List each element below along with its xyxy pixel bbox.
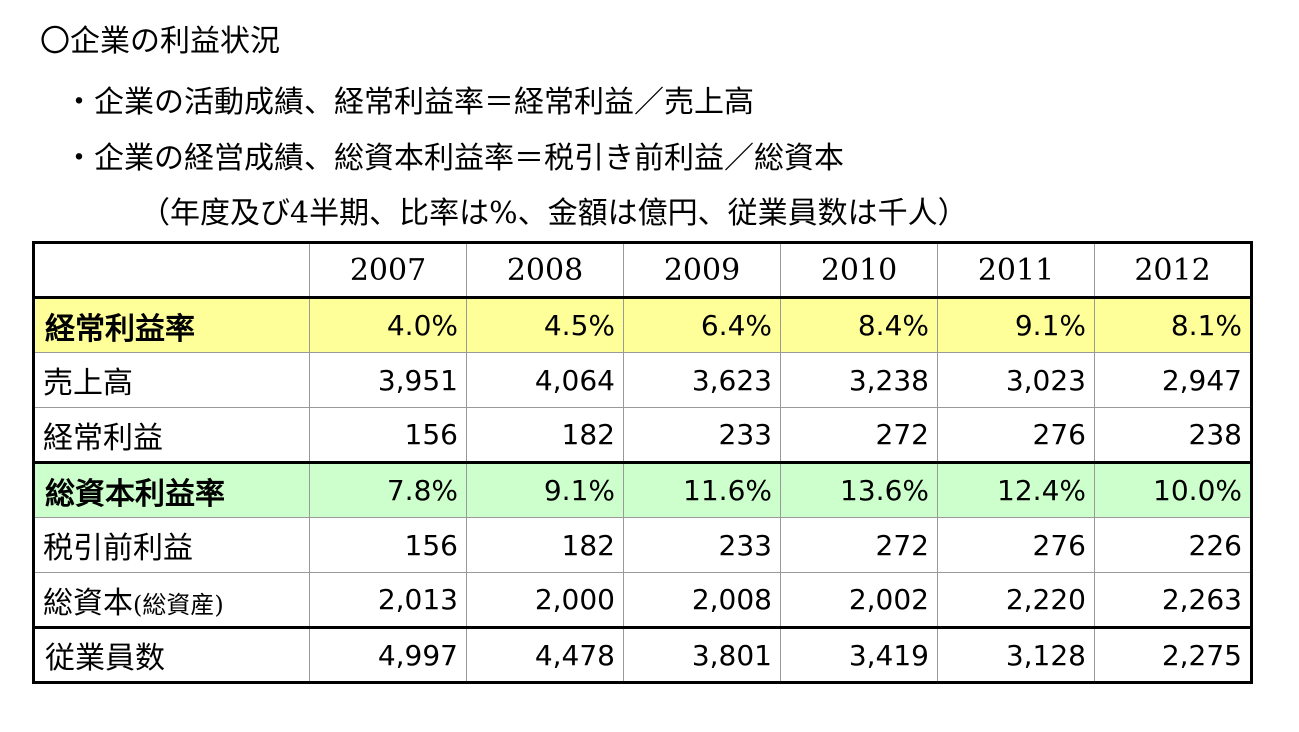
value-cell: 4,997 [309, 626, 467, 684]
value-cell: 6.4% [623, 296, 781, 353]
value-cell: 2,008 [623, 572, 781, 629]
year-header: 2007 [309, 241, 467, 298]
table-header-row: 2007 2008 2009 2010 2011 2012 [32, 241, 1253, 298]
row-label: 税引前利益 [32, 517, 310, 573]
header-corner-cell [32, 241, 310, 298]
value-cell: 233 [623, 517, 781, 573]
value-cell: 276 [937, 517, 1095, 573]
value-cell: 12.4% [937, 461, 1095, 518]
value-cell: 226 [1094, 517, 1253, 573]
row-label: 総資本利益率 [32, 461, 310, 518]
value-cell: 233 [623, 407, 781, 464]
value-cell: 9.1% [937, 296, 1095, 353]
value-cell: 8.4% [780, 296, 938, 353]
value-cell: 2,220 [937, 572, 1095, 629]
row-label-note: (総資産) [133, 590, 224, 619]
value-cell: 4,064 [466, 352, 624, 408]
value-cell: 3,951 [309, 352, 467, 408]
value-cell: 156 [309, 407, 467, 464]
row-label: 経常利益 [32, 407, 310, 464]
value-cell: 10.0% [1094, 461, 1253, 518]
value-cell: 2,013 [309, 572, 467, 629]
value-cell: 3,023 [937, 352, 1095, 408]
value-cell: 2,000 [466, 572, 624, 629]
row-label: 売上高 [32, 352, 310, 408]
year-header: 2008 [466, 241, 624, 298]
value-cell: 4.0% [309, 296, 467, 353]
value-cell: 2,947 [1094, 352, 1253, 408]
value-cell: 3,419 [780, 626, 938, 684]
value-cell: 13.6% [780, 461, 938, 518]
table-row-employees: 従業員数 4,997 4,478 3,801 3,419 3,128 2,275 [32, 626, 1253, 684]
row-label: 総資本(総資産) [32, 572, 310, 629]
value-cell: 11.6% [623, 461, 781, 518]
value-cell: 272 [780, 407, 938, 464]
value-cell: 2,275 [1094, 626, 1253, 684]
value-cell: 272 [780, 517, 938, 573]
row-label: 経常利益率 [32, 296, 310, 353]
table-row-total-capital: 総資本(総資産) 2,013 2,000 2,008 2,002 2,220 2… [32, 572, 1253, 629]
value-cell: 238 [1094, 407, 1253, 464]
value-cell: 4.5% [466, 296, 624, 353]
value-cell: 3,623 [623, 352, 781, 408]
row-label-main: 総資本 [43, 585, 133, 621]
value-cell: 2,002 [780, 572, 938, 629]
table-row-ordinary-profit: 経常利益 156 182 233 272 276 238 [32, 407, 1253, 464]
bullet-ordinary-margin: ・企業の活動成績、経常利益率＝経常利益／売上高 [64, 85, 754, 120]
table-row-roa: 総資本利益率 7.8% 9.1% 11.6% 13.6% 12.4% 10.0% [32, 461, 1253, 518]
units-note: （年度及び4半期、比率は%、金額は億円、従業員数は千人） [140, 196, 968, 231]
value-cell: 7.8% [309, 461, 467, 518]
value-cell: 2,263 [1094, 572, 1253, 629]
table-row-pretax-profit: 税引前利益 156 182 233 272 276 226 [32, 517, 1253, 573]
value-cell: 276 [937, 407, 1095, 464]
year-header: 2010 [780, 241, 938, 298]
value-cell: 4,478 [466, 626, 624, 684]
year-header: 2011 [937, 241, 1095, 298]
value-cell: 3,801 [623, 626, 781, 684]
table-row-ordinary-margin: 経常利益率 4.0% 4.5% 6.4% 8.4% 9.1% 8.1% [32, 296, 1253, 353]
value-cell: 9.1% [466, 461, 624, 518]
row-label: 従業員数 [32, 626, 310, 684]
value-cell: 182 [466, 407, 624, 464]
value-cell: 8.1% [1094, 296, 1253, 353]
value-cell: 3,238 [780, 352, 938, 408]
value-cell: 3,128 [937, 626, 1095, 684]
bullet-return-on-assets: ・企業の経営成績、総資本利益率＝税引き前利益／総資本 [64, 141, 844, 176]
table-row-sales: 売上高 3,951 4,064 3,623 3,238 3,023 2,947 [32, 352, 1253, 408]
heading: 〇企業の利益状況 [40, 24, 280, 59]
year-header: 2009 [623, 241, 781, 298]
value-cell: 156 [309, 517, 467, 573]
value-cell: 182 [466, 517, 624, 573]
profit-table: 2007 2008 2009 2010 2011 2012 経常利益率 4.0%… [32, 241, 1253, 684]
year-header: 2012 [1094, 241, 1253, 298]
